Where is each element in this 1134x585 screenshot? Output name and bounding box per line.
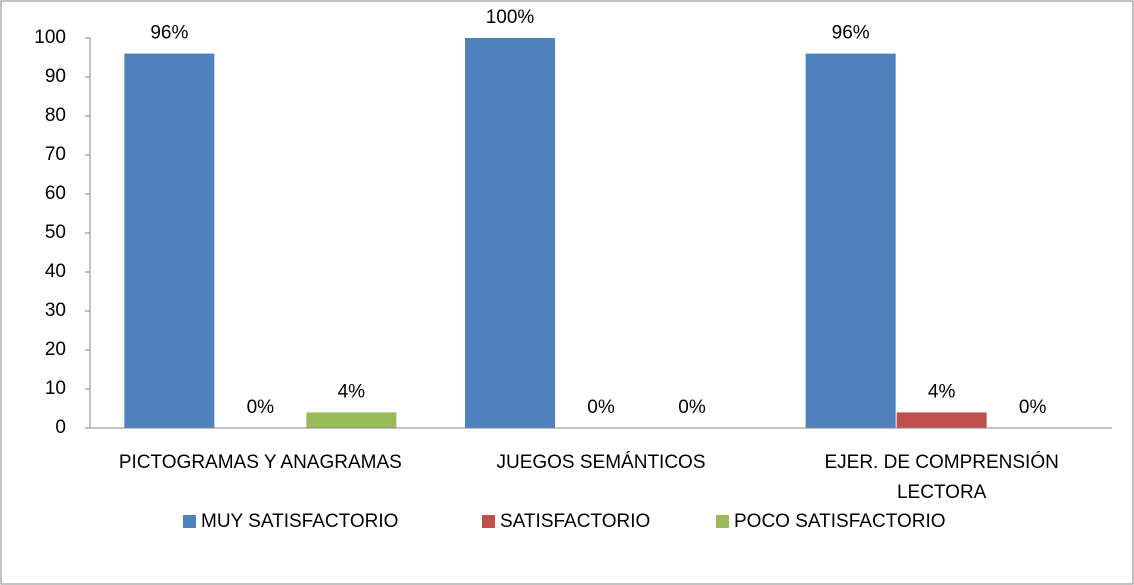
value-label: 96% <box>150 23 188 44</box>
legend-swatch <box>183 515 196 528</box>
bar <box>896 412 987 428</box>
y-tick-label: 60 <box>45 183 66 204</box>
value-label: 4% <box>928 381 956 402</box>
y-tick-label: 80 <box>45 105 66 126</box>
value-label: 100% <box>486 7 535 28</box>
legend-label: MUY SATISFACTORIO <box>201 511 398 532</box>
y-tick-label: 100 <box>34 27 66 48</box>
y-tick-label: 70 <box>45 144 66 165</box>
bar <box>465 38 555 428</box>
y-tick-label: 20 <box>45 339 66 360</box>
legend-swatch <box>716 515 729 528</box>
x-tick-label-box: JUEGOS SEMÁNTICOS <box>496 452 706 473</box>
value-label: 0% <box>1019 397 1047 418</box>
y-tick-label: 30 <box>45 300 66 321</box>
x-tick-label-box: PICTOGRAMAS Y ANAGRAMAS <box>118 452 402 473</box>
value-label: 0% <box>247 397 275 418</box>
bar <box>306 412 397 428</box>
value-label: 96% <box>832 23 870 44</box>
y-tick-label: 0 <box>55 417 66 438</box>
y-tick-label: 50 <box>45 222 66 243</box>
bar <box>805 53 896 428</box>
x-tick-label-box: EJER. DE COMPRENSIÓN LECTORA <box>824 452 1059 503</box>
x-tick-label: JUEGOS SEMÁNTICOS <box>496 452 706 473</box>
legend-label: POCO SATISFACTORIO <box>734 511 946 532</box>
value-label: 4% <box>338 381 366 402</box>
y-tick-label: 10 <box>45 378 66 399</box>
x-tick-label: PICTOGRAMAS Y ANAGRAMAS <box>118 452 402 473</box>
legend-label: SATISFACTORIO <box>500 511 650 532</box>
y-tick-label: 90 <box>45 66 66 87</box>
bar <box>124 53 215 428</box>
value-label: 0% <box>587 397 615 418</box>
x-tick-label: EJER. DE COMPRENSIÓN LECTORA <box>824 452 1059 503</box>
y-tick-label: 40 <box>45 261 66 282</box>
legend-swatch <box>482 515 495 528</box>
value-label: 0% <box>678 397 706 418</box>
